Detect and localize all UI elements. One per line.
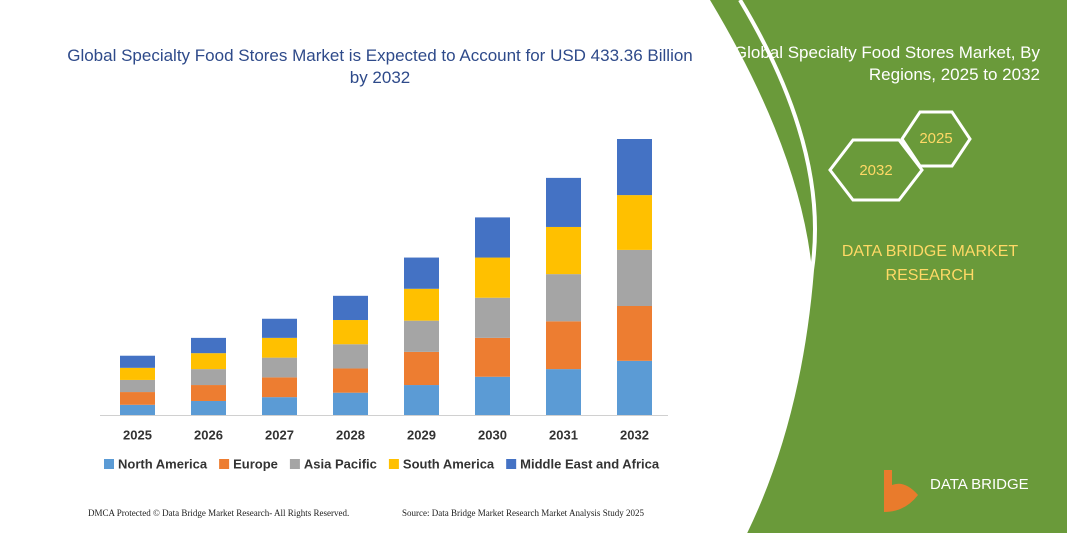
bar-segment [617,360,652,415]
hexagon [828,138,924,202]
legend-label: North America [118,456,208,471]
bar-segment [333,320,368,345]
x-tick-label: 2031 [549,427,578,442]
bar-segment [191,353,226,370]
bar-segment [120,355,155,368]
hexagon [900,110,972,168]
bar-segment [120,379,155,393]
x-tick-label: 2025 [123,427,152,442]
bar-segment [191,337,226,354]
legend-label: South America [403,456,495,471]
bar-segment [191,400,226,415]
panel-title-box: Global Specialty Food Stores Market, By … [733,43,1040,84]
legend-swatch [104,459,114,469]
bar-segment [120,404,155,415]
footer-right: Source: Data Bridge Market Research Mark… [402,508,644,518]
brand-box: DATA BRIDGE MARKET RESEARCH [841,243,1019,284]
bar-segment [333,392,368,415]
bar-segment [475,376,510,415]
bar-segment [475,337,510,377]
bar-segment [617,139,652,196]
bar-segment [404,351,439,386]
x-tick-label: 2032 [620,427,649,442]
bar-segment [475,257,510,298]
bar-segment [617,249,652,307]
bar-segment [546,177,581,227]
x-tick-label: 2026 [194,427,223,442]
legend-swatch [219,459,230,469]
panel-title: Global Specialty Food Stores Market, By … [733,43,1040,84]
bar-segment [333,344,368,369]
hex-label: 2025 [919,130,952,147]
bar-segment [404,257,439,289]
x-tick-label: 2027 [265,427,294,442]
panel-edge [738,0,817,533]
bar-segment [475,217,510,258]
logo-text: DATA BRIDGE [930,476,1029,493]
title-box: Global Specialty Food Stores Market is E… [67,46,693,87]
bar-segment [404,288,439,321]
legend-label: Asia Pacific [304,456,377,471]
bar-segment [617,195,652,250]
bar-segment [262,337,297,358]
x-tick-label: 2028 [336,427,365,442]
bar-segment [546,369,581,415]
bar-segment [546,274,581,322]
legend-label: Europe [233,456,278,471]
legend-swatch [388,459,399,469]
bar-segment [120,367,155,380]
bar-segment [404,385,439,415]
x-tick-label: 2029 [407,427,436,442]
legend-swatch [289,459,300,469]
bar-segment [475,297,510,338]
bar-segment [333,295,368,321]
bar-segment [262,377,297,398]
legend-swatch [506,459,517,469]
bar-segment [120,392,155,405]
bar-segment [191,385,226,401]
bar-segment [262,357,297,378]
bar-segment [191,369,226,386]
bar-segment [617,306,652,361]
bar-segment [546,226,581,275]
chart-title: Global Specialty Food Stores Market is E… [67,46,693,87]
brand: DATA BRIDGE MARKET RESEARCH [841,243,1019,284]
x-tick-label: 2030 [478,427,507,442]
bar-segment [262,397,297,415]
hex-label: 2032 [859,162,892,179]
legend-label: Middle East and Africa [520,456,660,471]
footer-left: DMCA Protected © Data Bridge Market Rese… [88,508,349,518]
bar-segment [546,321,581,370]
bar-segment [404,320,439,352]
bar-segment [333,368,368,393]
logo-mark [884,470,918,512]
bar-segment [262,318,297,338]
